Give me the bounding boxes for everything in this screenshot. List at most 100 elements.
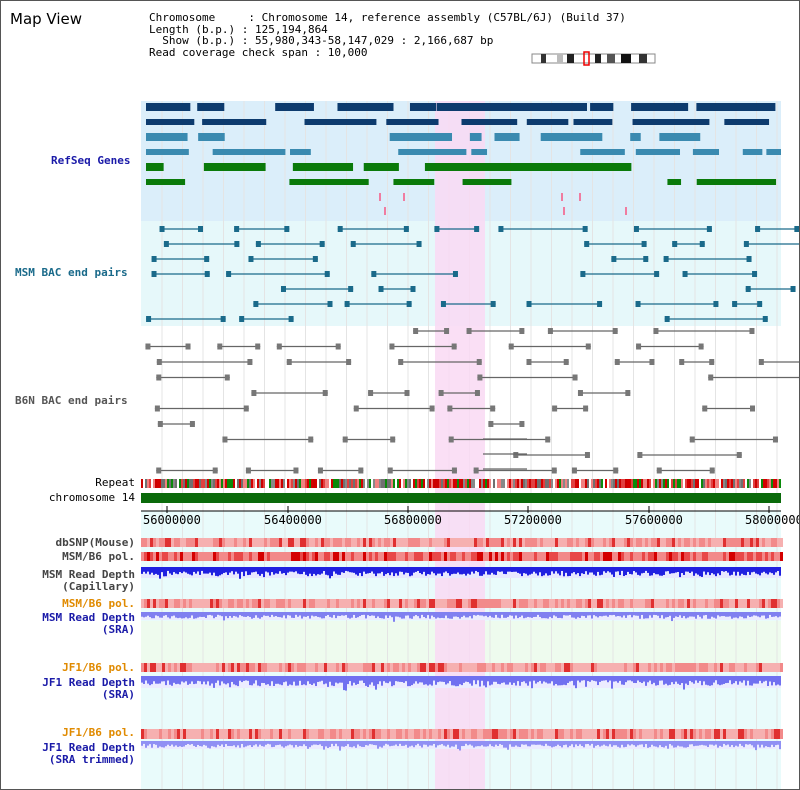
- track-label-jf1-depth[interactable]: JF1 Read Depth (SRA): [42, 677, 135, 701]
- depth-bar: [405, 676, 407, 682]
- repeat-mark: [593, 479, 595, 488]
- heat-cell: [657, 599, 660, 608]
- depth-bar: [347, 567, 349, 572]
- depth-bar: [653, 676, 655, 683]
- track-label-jf1-b6-pol-trim[interactable]: JF1/B6 pol.: [62, 726, 135, 739]
- depth-bar: [425, 741, 427, 745]
- heat-cell: [444, 599, 447, 608]
- repeat-mark: [195, 479, 197, 488]
- heat-cell: [297, 729, 300, 739]
- track-label-msm-depth-sra[interactable]: MSM Read Depth (SRA): [42, 612, 135, 636]
- heat-cell: [447, 552, 450, 561]
- heat-cell: [609, 538, 612, 547]
- heat-cell: [372, 663, 375, 672]
- bac-end: [154, 405, 160, 412]
- heat-cell: [462, 663, 465, 672]
- depth-bar: [355, 676, 357, 685]
- track-label-dbsnp[interactable]: dbSNP(Mouse): [55, 536, 135, 549]
- heat-cell: [642, 663, 645, 672]
- heat-cell: [402, 538, 405, 547]
- depth-bar: [723, 612, 725, 617]
- repeat-mark: [379, 479, 381, 488]
- heat-cell: [216, 599, 219, 608]
- depth-bar: [427, 567, 429, 575]
- depth-bar: [317, 567, 319, 575]
- depth-bar: [443, 741, 445, 746]
- heat-cell: [228, 599, 231, 608]
- track-label-jf1-b6-pol[interactable]: JF1/B6 pol.: [62, 661, 135, 674]
- label-line: (Capillary): [62, 580, 135, 593]
- depth-bar: [475, 741, 477, 747]
- heat-cell: [720, 729, 723, 739]
- depth-bar: [685, 676, 687, 684]
- depth-bar: [183, 741, 185, 747]
- depth-bar: [413, 676, 415, 684]
- depth-bar: [369, 612, 371, 617]
- depth-bar: [307, 612, 309, 616]
- depth-bar: [673, 676, 675, 685]
- depth-bar: [501, 741, 503, 745]
- repeat-mark: [389, 479, 391, 488]
- heat-cell: [564, 538, 567, 547]
- depth-bar: [715, 676, 717, 681]
- heat-cell: [702, 663, 705, 672]
- depth-bar: [611, 676, 613, 689]
- heat-cell: [768, 729, 771, 739]
- bac-end: [429, 405, 435, 412]
- repeat-mark: [527, 479, 529, 488]
- heat-cell: [510, 729, 513, 739]
- repeat-mark: [521, 479, 523, 488]
- track-label-jf1-trim[interactable]: JF1 Read Depth (SRA trimmed): [42, 742, 135, 766]
- ideogram-band: [567, 54, 574, 63]
- heat-cell: [651, 729, 654, 739]
- track-label-b6n-bac[interactable]: B6N BAC end pairs: [15, 394, 128, 407]
- gene-mark: [625, 207, 627, 215]
- track-label-repeat[interactable]: Repeat: [95, 476, 135, 489]
- repeat-mark: [197, 479, 199, 488]
- heat-cell: [192, 538, 195, 547]
- track-label-refseq[interactable]: RefSeq Genes: [51, 154, 131, 167]
- heat-cell: [417, 552, 420, 561]
- repeat-mark: [699, 479, 701, 488]
- heat-cell: [462, 599, 465, 608]
- depth-bar: [319, 567, 321, 575]
- depth-bar: [699, 676, 701, 681]
- depth-bar: [509, 612, 511, 616]
- heat-cell: [669, 552, 672, 561]
- depth-bar: [579, 612, 581, 618]
- track-label-msm-depth-cap[interactable]: MSM Read Depth (Capillary): [42, 569, 135, 593]
- depth-bar: [229, 676, 231, 688]
- depth-bar: [231, 612, 233, 618]
- heat-cell: [432, 552, 435, 561]
- bac-end: [583, 405, 589, 412]
- depth-bar: [149, 612, 151, 618]
- depth-bar: [171, 567, 173, 575]
- repeat-mark: [615, 479, 617, 488]
- depth-bar: [313, 741, 315, 745]
- heat-cell: [339, 729, 342, 739]
- repeat-mark: [577, 479, 579, 488]
- depth-bar: [405, 612, 407, 616]
- depth-bar: [409, 741, 411, 747]
- heat-cell: [216, 663, 219, 672]
- bac-end: [156, 467, 162, 474]
- ideogram-position-marker: [583, 51, 590, 66]
- depth-bar: [667, 741, 669, 749]
- depth-bar: [545, 676, 547, 683]
- gene: [461, 119, 518, 125]
- track-label-msm-b6-pol-sra[interactable]: MSM/B6 pol.: [62, 597, 135, 610]
- heat-cell: [429, 663, 432, 672]
- depth-bar: [397, 612, 399, 617]
- depth-bar: [695, 567, 697, 574]
- depth-bar: [747, 741, 749, 745]
- depth-bar: [567, 741, 569, 748]
- depth-bar: [623, 676, 625, 685]
- depth-bar: [607, 612, 609, 617]
- bac-end: [280, 286, 286, 292]
- track-label-chromosome[interactable]: chromosome 14: [48, 491, 135, 504]
- depth-bar: [389, 676, 391, 682]
- gene: [212, 149, 286, 155]
- repeat-mark: [311, 479, 313, 488]
- track-label-msm-bac[interactable]: MSM BAC end pairs: [15, 266, 128, 279]
- track-label-msm-b6-pol[interactable]: MSM/B6 pol.: [62, 550, 135, 563]
